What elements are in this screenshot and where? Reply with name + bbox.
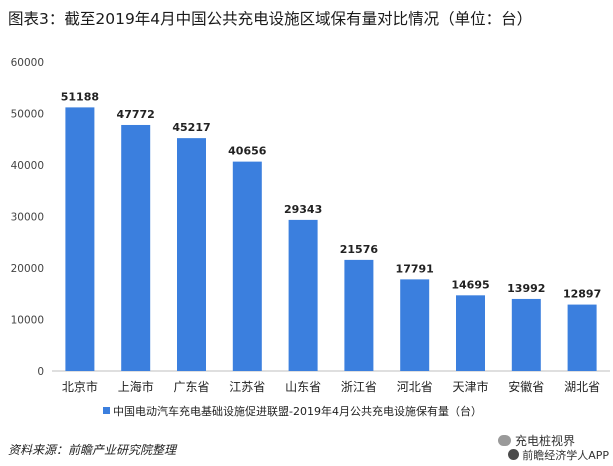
bar: [456, 295, 485, 371]
data-label: 47772: [117, 108, 155, 121]
bars-group: [65, 107, 597, 371]
logo-icon: [508, 449, 520, 460]
y-tick-label: 0: [37, 366, 44, 378]
legend: 中国电动汽车充电基础设施促进联盟-2019年4月公共充电设施保有量（台）: [103, 404, 482, 418]
chart-title: 图表3：截至2019年4月中国公共充电设施区域保有量对比情况（单位：台）: [8, 10, 533, 28]
bar: [567, 304, 597, 371]
legend-swatch: [103, 407, 110, 414]
brand-wechat: 充电桩视界: [497, 432, 575, 449]
data-label: 14695: [451, 278, 489, 291]
x-tick-label: 湖北省: [564, 379, 600, 394]
data-label: 45217: [172, 121, 210, 134]
data-label: 12897: [563, 288, 601, 301]
legend-label: 中国电动汽车充电基础设施促进联盟-2019年4月公共充电设施保有量（台）: [113, 404, 482, 418]
brand-app-label: 前瞻经济学人APP: [522, 449, 609, 462]
data-label: 51188: [61, 90, 99, 103]
data-label: 13992: [507, 282, 545, 295]
bar: [511, 298, 541, 371]
x-tick-label: 天津市: [452, 379, 488, 394]
y-tick-label: 40000: [11, 160, 44, 172]
data-label: 29343: [284, 203, 322, 216]
bar: [65, 107, 95, 371]
x-tick-label: 北京市: [62, 379, 98, 394]
data-labels-group: 51188 47772 45217 40656 29343 21576 17791 14695…: [61, 90, 601, 300]
y-axis: 0 10000 20000 30000 40000 50000 60000: [11, 57, 44, 378]
x-tick-label: 山东省: [285, 380, 321, 394]
x-tick-label: 安徽省: [508, 379, 544, 394]
y-tick-label: 10000: [11, 315, 44, 327]
x-tick-label: 河北省: [397, 380, 433, 394]
x-tick-label: 广东省: [173, 380, 209, 394]
data-label: 40656: [228, 145, 267, 158]
brand-wechat-label: 充电桩视界: [514, 434, 575, 448]
wechat-icon: [497, 435, 511, 446]
bar: [177, 138, 206, 371]
data-label: 21576: [340, 243, 379, 256]
bar: [121, 124, 151, 371]
y-tick-label: 50000: [11, 109, 44, 121]
x-tick-label: 浙江省: [341, 380, 377, 394]
source-note: 资料来源：前瞻产业研究院整理: [8, 443, 177, 457]
x-tick-label: 上海市: [118, 379, 154, 394]
bar: [400, 279, 430, 371]
data-label: 17791: [396, 262, 434, 275]
x-tick-label: 江苏省: [229, 380, 265, 394]
bar: [288, 219, 318, 371]
bar: [344, 259, 374, 371]
bar: [232, 161, 262, 371]
x-axis: 北京市 上海市 广东省 江苏省 山东省 浙江省 河北省 天津市 安徽省 湖北省: [62, 379, 600, 394]
y-tick-label: 60000: [11, 57, 44, 69]
y-tick-label: 30000: [11, 212, 44, 224]
y-tick-label: 20000: [11, 263, 44, 275]
brand-app: 前瞻经济学人APP: [508, 447, 609, 463]
